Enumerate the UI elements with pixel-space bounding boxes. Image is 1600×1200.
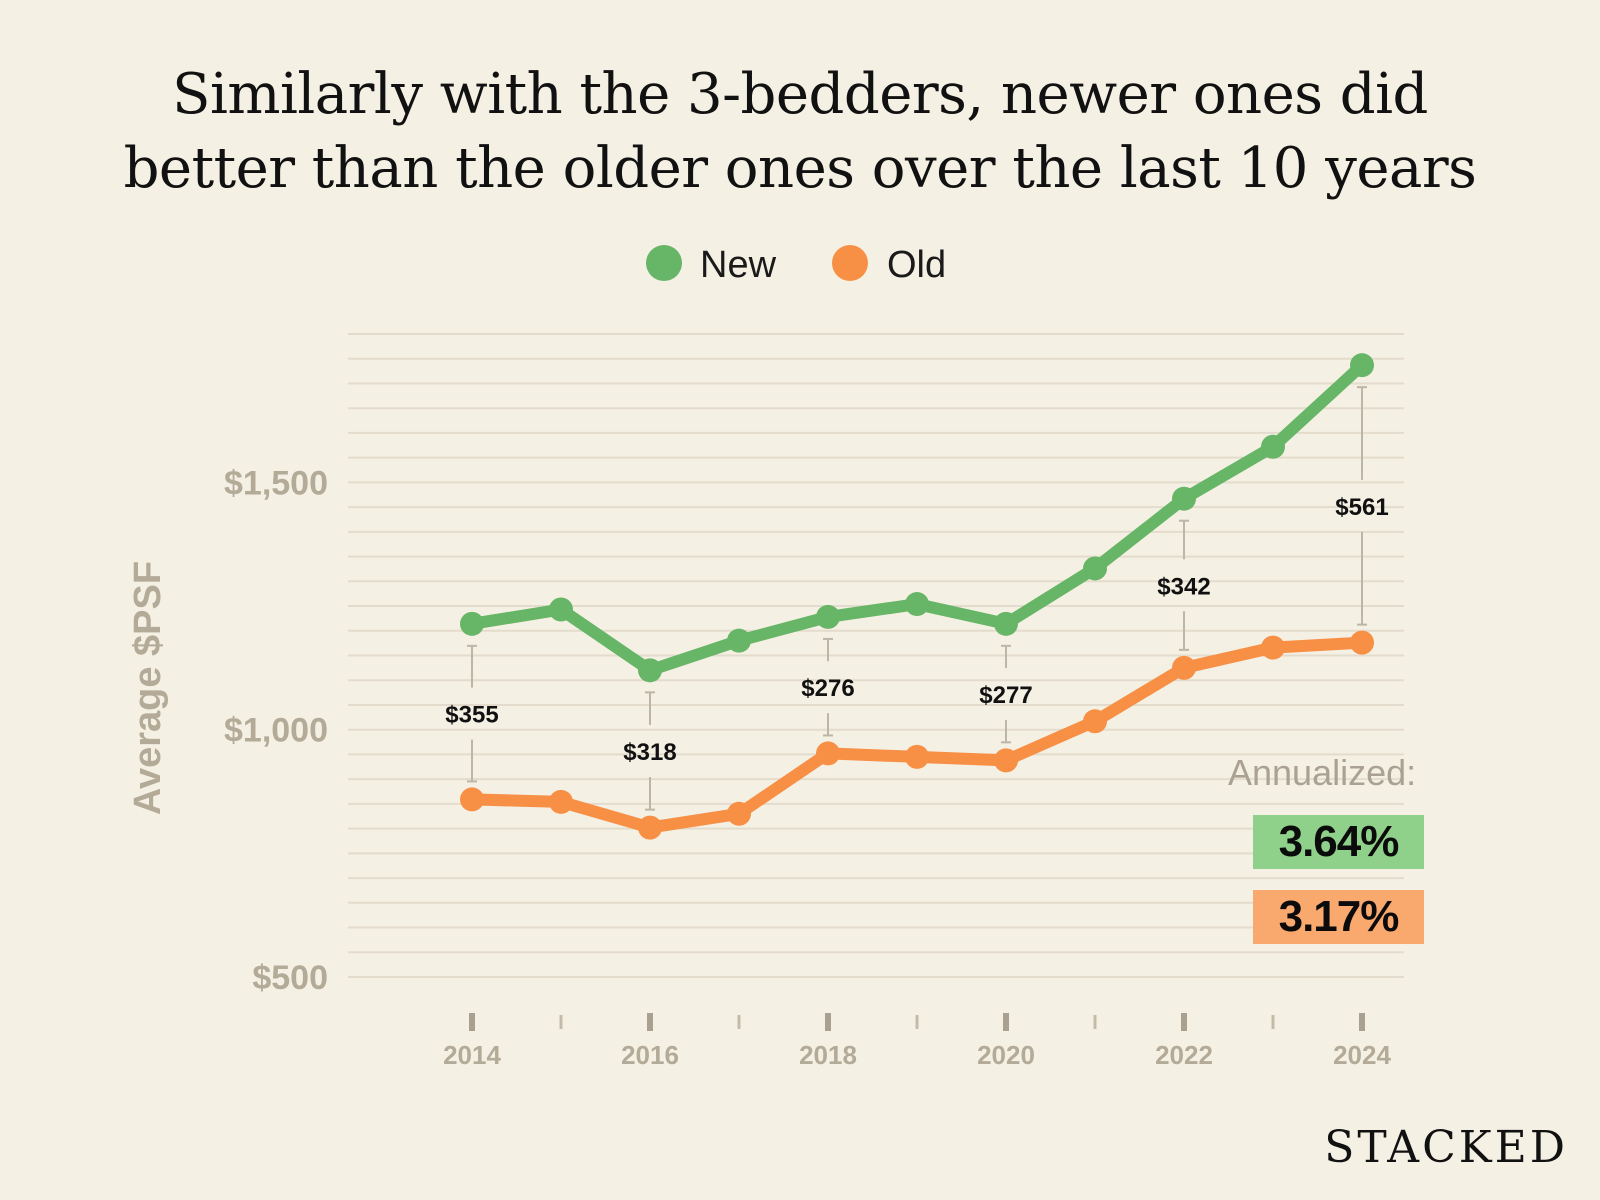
y-tick-label: $1,000	[224, 712, 328, 750]
y-axis-label: Average $PSF	[127, 561, 169, 815]
data-point-old	[1350, 630, 1374, 655]
gap-annotation: $355	[445, 644, 499, 783]
gap-annotation: $277	[979, 644, 1033, 744]
data-point-new	[905, 592, 929, 617]
data-point-new	[994, 611, 1018, 636]
gap-label: $561	[1335, 494, 1388, 521]
y-axis-ticks: $500 $1,000 $1,500	[224, 464, 328, 997]
annualized-label: Annualized:	[1228, 752, 1417, 793]
x-tick-label: 2016	[621, 1040, 679, 1070]
gap-label: $355	[445, 702, 498, 729]
gap-annotation: $318	[623, 691, 677, 811]
legend-marker-old	[832, 245, 868, 281]
chart-title-line-1: Similarly with the 3-bedders, newer ones…	[172, 62, 1428, 127]
gap-label: $342	[1157, 573, 1210, 600]
data-point-old	[460, 787, 484, 812]
data-point-old	[994, 748, 1018, 773]
data-point-old	[905, 744, 929, 769]
y-tick-label: $500	[252, 959, 328, 997]
gap-annotation: $276	[801, 637, 855, 737]
chart-title-line-2: better than the older ones over the last…	[123, 136, 1477, 201]
annualized-old-badge: 3.17%	[1253, 890, 1424, 944]
series-lines	[460, 353, 1374, 840]
data-point-new	[1083, 556, 1107, 581]
data-point-old	[549, 789, 573, 814]
data-point-new	[1261, 434, 1285, 459]
data-point-old	[1083, 709, 1107, 734]
brand-logo: STACKED	[1324, 1122, 1568, 1173]
y-tick-label: $1,500	[224, 464, 328, 502]
data-point-old	[816, 741, 840, 766]
data-point-new	[816, 604, 840, 629]
series-line-new	[466, 359, 1368, 677]
gap-annotations: $355 $318 $276 $277 $342 $561	[445, 386, 1389, 811]
series-line-old	[466, 636, 1368, 834]
data-point-old	[638, 815, 662, 840]
legend-label-new: New	[700, 244, 777, 286]
x-tick-label: 2014	[443, 1040, 501, 1070]
data-point-old	[727, 801, 751, 826]
data-point-new	[549, 597, 573, 622]
x-tick-label: 2020	[977, 1040, 1035, 1070]
legend-marker-new	[646, 245, 682, 281]
x-tick-label: 2024	[1333, 1040, 1391, 1070]
legend: New Old	[646, 244, 946, 286]
x-tick-label: 2018	[799, 1040, 857, 1070]
gap-label: $277	[979, 682, 1032, 709]
data-point-old	[1172, 655, 1196, 680]
data-point-new	[727, 628, 751, 653]
gap-annotation: $561	[1335, 386, 1389, 626]
data-point-new	[1350, 353, 1374, 378]
x-axis-ticks: 2014 2016 2018 2020 2022 2024	[443, 1013, 1391, 1070]
legend-label-old: Old	[887, 244, 946, 286]
gap-label: $276	[801, 675, 854, 702]
data-point-new	[460, 611, 484, 636]
chart-title: Similarly with the 3-bedders, newer ones…	[0, 58, 1600, 206]
data-point-old	[1261, 635, 1285, 660]
annualized-new-badge: 3.64%	[1253, 815, 1424, 869]
x-tick-label: 2022	[1155, 1040, 1213, 1070]
data-point-new	[638, 658, 662, 683]
gap-annotation: $342	[1157, 519, 1211, 651]
gap-label: $318	[623, 739, 676, 766]
data-point-new	[1172, 486, 1196, 511]
